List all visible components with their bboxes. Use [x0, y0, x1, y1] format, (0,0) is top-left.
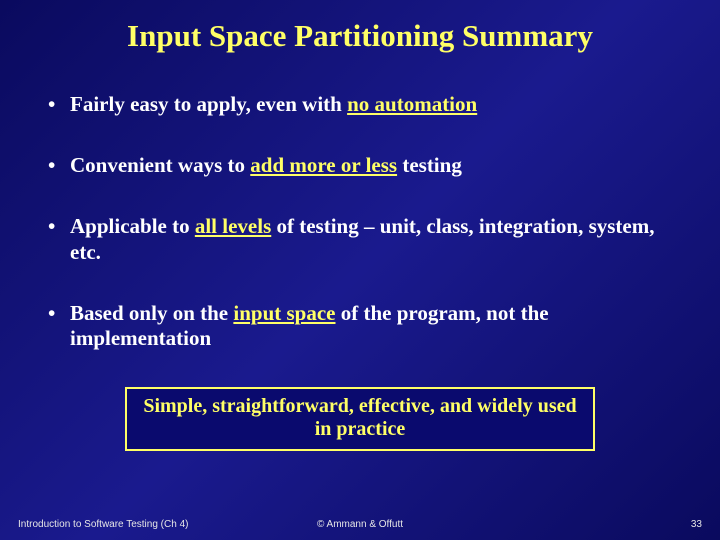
footer-center: © Ammann & Offutt	[0, 519, 720, 530]
bullet-text-pre: Applicable to	[70, 214, 195, 238]
bullet-text-emph: no automation	[347, 92, 477, 116]
footer-right: 33	[691, 519, 702, 530]
bullet-text-emph: add more or less	[250, 153, 397, 177]
bullet-text-post: testing	[397, 153, 462, 177]
bullet-text-pre: Convenient ways to	[70, 153, 250, 177]
callout-box: Simple, straightforward, effective, and …	[125, 387, 595, 451]
bullet-text-emph: all levels	[195, 214, 271, 238]
bullet-text-pre: Based only on the	[70, 301, 233, 325]
slide-title: Input Space Partitioning Summary	[40, 18, 680, 54]
bullet-item: Fairly easy to apply, even with no autom…	[46, 92, 680, 117]
slide: Input Space Partitioning Summary Fairly …	[0, 0, 720, 540]
bullet-item: Convenient ways to add more or less test…	[46, 153, 680, 178]
bullet-list: Fairly easy to apply, even with no autom…	[40, 92, 680, 351]
bullet-text-emph: input space	[233, 301, 335, 325]
bullet-text-pre: Fairly easy to apply, even with	[70, 92, 347, 116]
bullet-item: Based only on the input space of the pro…	[46, 301, 680, 351]
bullet-item: Applicable to all levels of testing – un…	[46, 214, 680, 264]
